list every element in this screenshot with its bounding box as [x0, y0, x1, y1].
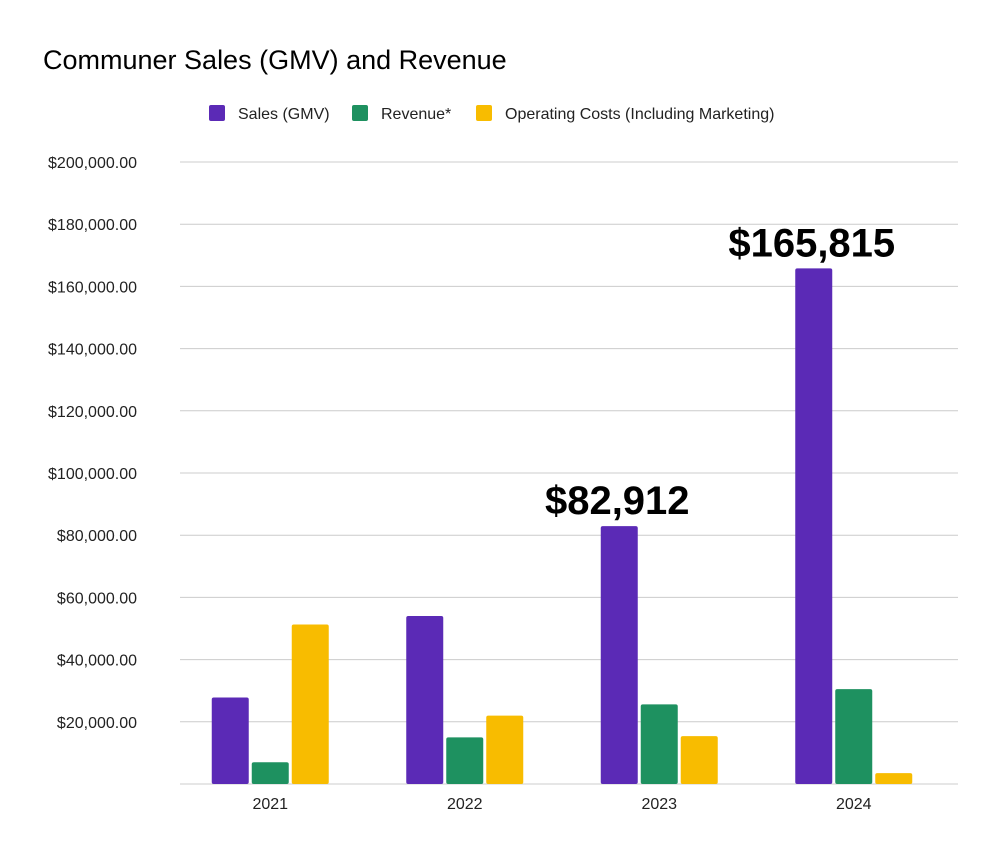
data-label: $165,815: [728, 221, 895, 265]
bar: [211, 697, 249, 784]
x-tick-label: 2023: [641, 796, 677, 813]
bar: [291, 624, 329, 784]
data-label: $82,912: [545, 479, 690, 523]
y-tick-label: $40,000.00: [57, 653, 137, 670]
legend-label: Sales (GMV): [238, 106, 330, 123]
legend-label: Revenue*: [381, 106, 451, 123]
y-tick-label: $140,000.00: [48, 342, 137, 359]
chart-title: Communer Sales (GMV) and Revenue: [43, 45, 507, 75]
bar: [406, 616, 444, 784]
y-tick-label: $100,000.00: [48, 466, 137, 483]
legend-swatch: [352, 105, 368, 121]
bar: [835, 689, 873, 784]
y-axis-ticks: $20,000.00 $40,000.00 $60,000.00 $80,000.00…: [48, 155, 137, 732]
y-tick-label: $180,000.00: [48, 217, 137, 234]
y-tick-label: $120,000.00: [48, 404, 137, 421]
x-tick-label: 2021: [252, 796, 288, 813]
legend-swatch: [209, 105, 225, 121]
y-tick-label: $200,000.00: [48, 155, 137, 172]
x-tick-label: 2022: [447, 796, 483, 813]
bar: [640, 704, 678, 784]
bar: [251, 762, 289, 784]
x-axis-ticks: 2021 2022 2023 2024: [252, 796, 871, 813]
y-tick-label: $20,000.00: [57, 715, 137, 732]
annotations: $82,912 $165,815: [545, 221, 895, 523]
bar: [795, 268, 833, 785]
y-tick-label: $80,000.00: [57, 528, 137, 545]
bar: [680, 736, 718, 784]
bars: [211, 268, 913, 785]
bar: [486, 715, 524, 784]
bar: [446, 737, 484, 784]
legend-label: Operating Costs (Including Marketing): [505, 106, 774, 123]
x-tick-label: 2024: [836, 796, 872, 813]
legend-swatch: [476, 105, 492, 121]
bar: [875, 773, 913, 784]
y-tick-label: $60,000.00: [57, 590, 137, 607]
y-tick-label: $160,000.00: [48, 279, 137, 296]
legend: Sales (GMV) Revenue* Operating Costs (Incl…: [209, 105, 774, 123]
bar: [600, 526, 638, 784]
